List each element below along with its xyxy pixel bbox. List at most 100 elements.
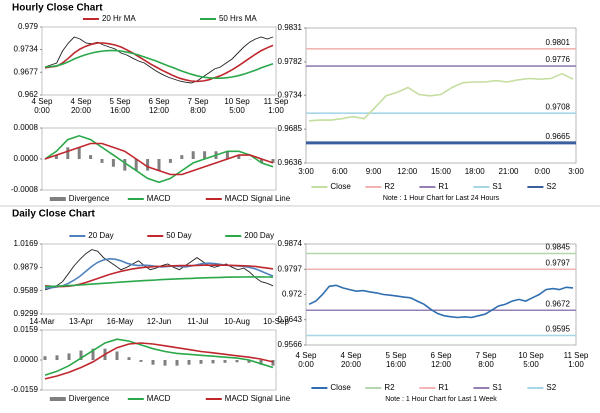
y-tick-label: 0.9589 xyxy=(14,286,39,295)
x-tick-label: 6:00 xyxy=(332,167,348,176)
x-tick-label: 5 Sep xyxy=(110,97,131,106)
section-title: Hourly Close Chart xyxy=(12,3,103,14)
y-tick-label: 0.0159 xyxy=(14,325,39,334)
x-tick-label: 3:00 xyxy=(568,167,584,176)
plot-frame xyxy=(41,26,277,96)
x-tick-label: 4 Sep xyxy=(341,351,362,360)
x-tick-label: 16-May xyxy=(107,317,134,326)
y-tick-label: 0.9874 xyxy=(278,239,303,248)
bar xyxy=(151,360,155,365)
plot-frame xyxy=(305,243,577,346)
bar xyxy=(146,159,150,171)
bar xyxy=(211,360,215,364)
y-tick-label: -0.0008 xyxy=(11,185,39,194)
legend-label: S2 xyxy=(546,383,556,392)
x-tick-label: 10 Sep xyxy=(224,97,250,106)
legend-swatch xyxy=(49,197,66,201)
chart-note: Note : 1 Hour Chart for Last 24 Hours xyxy=(383,195,500,202)
bar xyxy=(77,147,81,159)
legend-label: 50 Hrs MA xyxy=(219,14,257,23)
bar xyxy=(89,155,93,159)
y-tick-label: 0.9643 xyxy=(278,315,303,324)
y-tick-label: 0.9299 xyxy=(14,309,39,318)
level-label: 0.9776 xyxy=(546,55,571,64)
x-tick-label: 12-Jun xyxy=(147,317,171,326)
legend-label: S1 xyxy=(492,182,502,191)
bar xyxy=(163,360,167,366)
series-line xyxy=(44,134,274,184)
x-tick-label: 1:00 xyxy=(268,106,284,115)
x-tick-label: 3:00 xyxy=(298,167,314,176)
legend-label: MACD Signal Line xyxy=(225,394,291,403)
x-tick-label: 14-Mar xyxy=(29,317,55,326)
x-tick-label: 12:00 xyxy=(149,106,170,115)
level-label: 0.9845 xyxy=(546,243,571,252)
bar xyxy=(139,360,143,362)
bar xyxy=(259,360,263,365)
y-tick-label: 0.962 xyxy=(18,90,39,99)
x-tick-label: 6 Sep xyxy=(431,351,452,360)
level-label: 0.9708 xyxy=(546,102,571,111)
legend-label: MACD xyxy=(147,394,171,403)
y-tick-label: -0.0159 xyxy=(11,385,39,394)
x-tick-label: 20:00 xyxy=(71,106,92,115)
y-tick-label: 0.9734 xyxy=(14,45,39,54)
legend-label: 50 Day xyxy=(166,231,191,240)
x-tick-label: 0:00 xyxy=(534,167,550,176)
x-tick-label: 0:00 xyxy=(34,106,50,115)
bar xyxy=(157,159,161,171)
y-tick-label: 0.9566 xyxy=(278,340,303,349)
y-tick-label: 0.9782 xyxy=(278,57,303,66)
section-title: Daily Close Chart xyxy=(12,209,95,220)
legend-label: R1 xyxy=(438,383,449,392)
bar xyxy=(66,147,70,159)
y-tick-label: 0.9685 xyxy=(278,124,303,133)
bar xyxy=(271,360,275,366)
bar xyxy=(187,360,191,365)
x-tick-label: 10-Aug xyxy=(224,317,250,326)
legend-label: S2 xyxy=(546,182,556,191)
x-tick-label: 12:00 xyxy=(397,167,418,176)
x-tick-label: 16:00 xyxy=(110,106,131,115)
legend-label: MACD xyxy=(147,194,171,203)
plot-frame xyxy=(41,243,277,315)
bar xyxy=(134,159,138,171)
series-line xyxy=(44,49,274,79)
level-label: 0.9672 xyxy=(546,299,571,308)
x-tick-label: 6 Sep xyxy=(149,97,170,106)
x-tick-label: 12:00 xyxy=(431,360,452,369)
bar xyxy=(79,350,83,360)
bar xyxy=(115,351,119,360)
x-tick-label: 9:00 xyxy=(366,167,382,176)
x-tick-label: 16:00 xyxy=(386,360,407,369)
legend-label: MACD Signal Line xyxy=(225,194,291,203)
bar xyxy=(237,155,241,159)
x-tick-label: 8:00 xyxy=(190,106,206,115)
x-tick-label: 21:00 xyxy=(498,167,519,176)
y-tick-label: 0.0008 xyxy=(14,123,39,132)
y-tick-label: 1.0169 xyxy=(14,239,39,248)
price-line xyxy=(44,36,274,84)
x-tick-label: 5:00 xyxy=(523,360,539,369)
series-line xyxy=(308,284,574,319)
chart-note: Note : 1 Hour Chart for Last 1 Week xyxy=(385,396,497,403)
y-tick-label: 0.9734 xyxy=(278,90,303,99)
bar xyxy=(235,360,239,363)
legend-label: R2 xyxy=(384,182,395,191)
bar xyxy=(271,159,275,163)
x-tick-label: 7 Sep xyxy=(476,351,497,360)
legend-label: R2 xyxy=(384,383,395,392)
series-line xyxy=(44,142,274,176)
x-tick-label: 7 Sep xyxy=(188,97,209,106)
x-tick-label: 11-Jul xyxy=(187,317,208,326)
x-tick-label: 5 Sep xyxy=(386,351,407,360)
bar xyxy=(225,151,229,159)
bar xyxy=(67,353,71,360)
x-tick-label: 11 Sep xyxy=(564,351,589,360)
legend-label: Divergence xyxy=(69,194,110,203)
bar xyxy=(247,360,251,363)
series-line xyxy=(44,42,274,83)
x-tick-label: 20:00 xyxy=(341,360,362,369)
legend-label: Close xyxy=(330,182,351,191)
